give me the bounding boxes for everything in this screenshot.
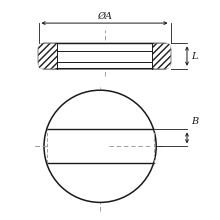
Text: B: B [191, 117, 198, 126]
Text: L: L [191, 52, 198, 60]
FancyBboxPatch shape [38, 44, 57, 69]
Text: ØA: ØA [97, 12, 112, 21]
Circle shape [44, 90, 156, 202]
FancyBboxPatch shape [38, 44, 171, 69]
FancyBboxPatch shape [152, 44, 171, 69]
